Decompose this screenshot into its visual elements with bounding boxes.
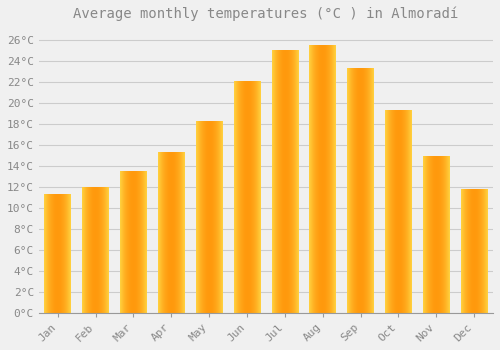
Title: Average monthly temperatures (°C ) in Almoradí: Average monthly temperatures (°C ) in Al…	[74, 7, 458, 21]
